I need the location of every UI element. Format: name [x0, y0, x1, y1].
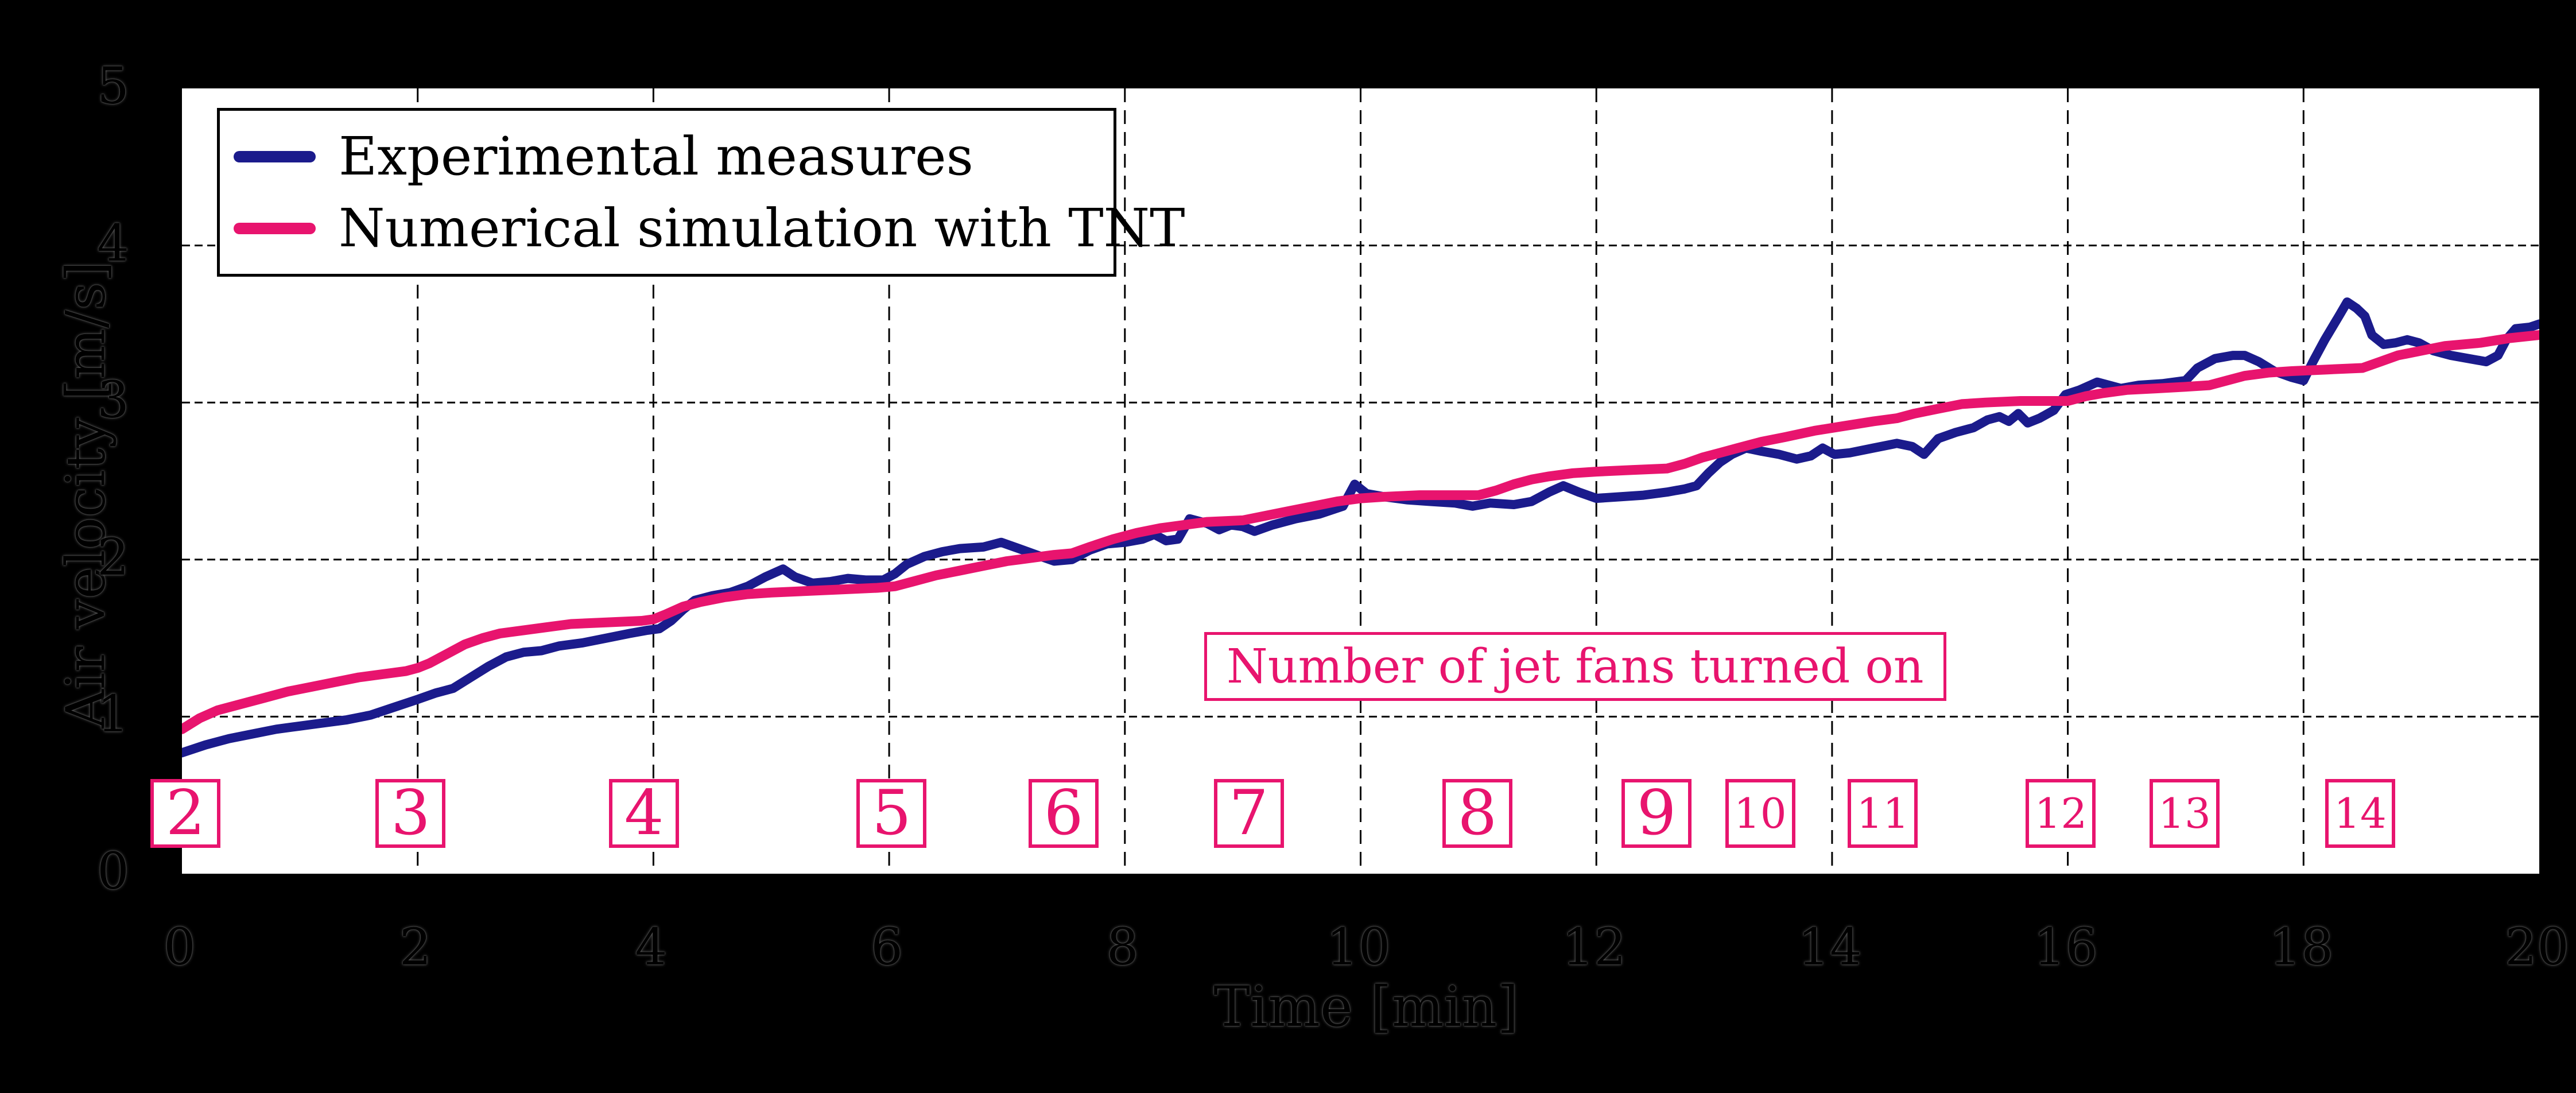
x-tick-label-16: 16 [2033, 917, 2098, 976]
x-tick-label-2: 2 [399, 917, 432, 976]
simulation-line-swatch [234, 222, 316, 234]
fan-count-label: 10 [1733, 789, 1787, 838]
fan-count-label: 12 [2034, 789, 2088, 838]
legend-label: Numerical simulation with TNT [339, 197, 1185, 259]
y-tick-label-2: 2 [97, 527, 129, 587]
fan-count-label: 3 [391, 777, 430, 849]
legend-item-simulation: Numerical simulation with TNT [220, 197, 1185, 259]
x-tick-label-14: 14 [1797, 917, 1862, 976]
x-tick-label-4: 4 [635, 917, 668, 976]
y-tick-label-4: 4 [97, 213, 129, 273]
y-tick-label-0: 0 [97, 842, 129, 901]
fan-count-label: 8 [1457, 777, 1498, 849]
fan-count-label: 14 [2334, 789, 2387, 838]
series-line-experimental [182, 297, 2539, 758]
y-axis-title: Air velocity [m/s] [55, 261, 118, 729]
fan-count-box-9: 9 [1621, 779, 1692, 848]
fan-count-box-6: 6 [1029, 779, 1099, 848]
x-tick-label-20: 20 [2505, 917, 2569, 976]
fan-count-box-3: 3 [375, 777, 446, 849]
x-tick-label-8: 8 [1106, 917, 1139, 976]
fan-count-box-10: 10 [1725, 779, 1795, 848]
x-tick-label-18: 18 [2269, 917, 2334, 976]
fan-count-box-2: 2 [150, 777, 221, 849]
fan-count-box-14: 14 [2325, 779, 2395, 848]
x-tick-label-0: 0 [164, 917, 196, 976]
annotation-box: Number of jet fans turned on [1204, 632, 1946, 701]
fan-count-box-12: 12 [2026, 779, 2096, 848]
fan-count-label: 2 [165, 777, 205, 849]
fan-count-box-7: 7 [1213, 777, 1284, 849]
legend-label: Experimental measures [339, 126, 973, 187]
fan-count-label: 7 [1229, 777, 1268, 849]
fan-count-box-11: 11 [1848, 779, 1918, 848]
fan-count-box-4: 4 [609, 777, 680, 849]
legend-item-experimental: Experimental measures [220, 126, 1114, 187]
fan-count-label: 13 [2158, 789, 2211, 838]
x-tick-label-10: 10 [1326, 917, 1391, 976]
annotation-text: Number of jet fans turned on [1227, 639, 1924, 694]
y-tick-label-3: 3 [97, 370, 129, 430]
experimental-line-swatch [234, 150, 316, 162]
y-tick-label-1: 1 [97, 684, 129, 744]
fan-count-label: 11 [1856, 789, 1910, 838]
fan-count-label: 6 [1043, 777, 1084, 849]
fan-count-label: 9 [1636, 777, 1677, 849]
x-tick-label-12: 12 [1562, 917, 1627, 976]
fan-count-label: 5 [871, 777, 911, 849]
fan-count-label: 4 [624, 777, 664, 849]
fan-count-box-8: 8 [1442, 779, 1512, 848]
legend: Experimental measures Numerical simulati… [217, 108, 1185, 277]
fan-count-box-5: 5 [856, 777, 927, 849]
y-tick-label-5: 5 [97, 56, 129, 115]
x-tick-label-6: 6 [871, 917, 903, 976]
fan-count-box-13: 13 [2150, 779, 2220, 848]
x-axis-title: Time [min] [1213, 975, 1519, 1039]
series-line-simulation [182, 330, 2539, 734]
